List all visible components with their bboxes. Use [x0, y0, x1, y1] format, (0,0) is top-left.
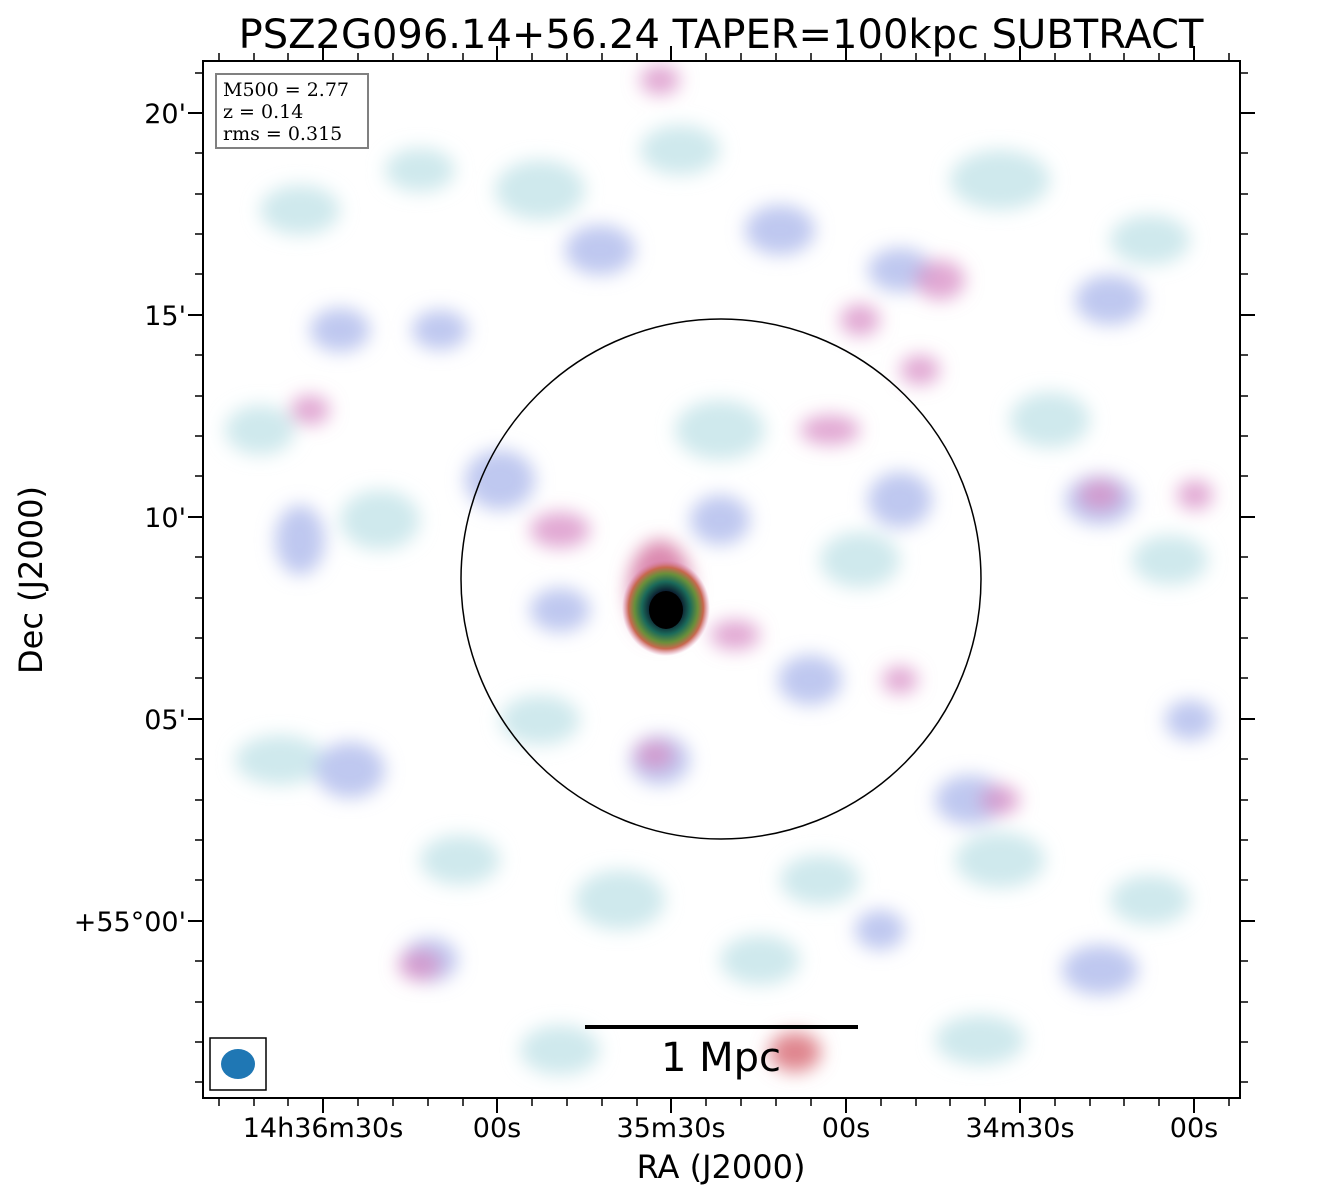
y-tick-label: 15' [144, 301, 186, 332]
scale-bar-label: 1 Mpc [661, 1035, 781, 1081]
minor-ticks [195, 53, 1248, 1106]
r500-circle [460, 318, 982, 840]
x-tick-label: 00s [1170, 1113, 1218, 1144]
x-tick-label: 35m30s [616, 1113, 725, 1144]
y-axis-label: Dec (J2000) [12, 486, 50, 674]
y-tick-label: 05' [144, 705, 186, 736]
beam-ellipse [221, 1049, 255, 1079]
info-box: M500 = 2.77 z = 0.14 rms = 0.315 [215, 73, 369, 149]
beam-indicator [209, 1037, 267, 1091]
scale-bar: 1 Mpc [585, 1025, 858, 1081]
y-tick-label: 20' [144, 99, 186, 130]
plot-frame [202, 60, 1241, 1099]
y-tick-label: 10' [144, 503, 186, 534]
x-tick-label: 00s [822, 1113, 870, 1144]
x-axis-label: RA (J2000) [637, 1148, 806, 1186]
major-ticks [188, 46, 1255, 1113]
y-tick-label: +55°00' [74, 907, 186, 938]
redshift-label: z = 0.14 [223, 101, 303, 123]
rms-label: rms = 0.315 [223, 123, 342, 145]
m500-label: M500 = 2.77 [223, 79, 349, 101]
figure-title: PSZ2G096.14+56.24 TAPER=100kpc SUBTRACT [239, 12, 1204, 58]
emission-map [225, 65, 1215, 1075]
x-tick-label: 14h36m30s [243, 1113, 404, 1144]
bright-source [622, 560, 710, 656]
x-tick-label: 34m30s [965, 1113, 1074, 1144]
plot-area [203, 61, 1240, 1098]
x-tick-label: 00s [473, 1113, 521, 1144]
